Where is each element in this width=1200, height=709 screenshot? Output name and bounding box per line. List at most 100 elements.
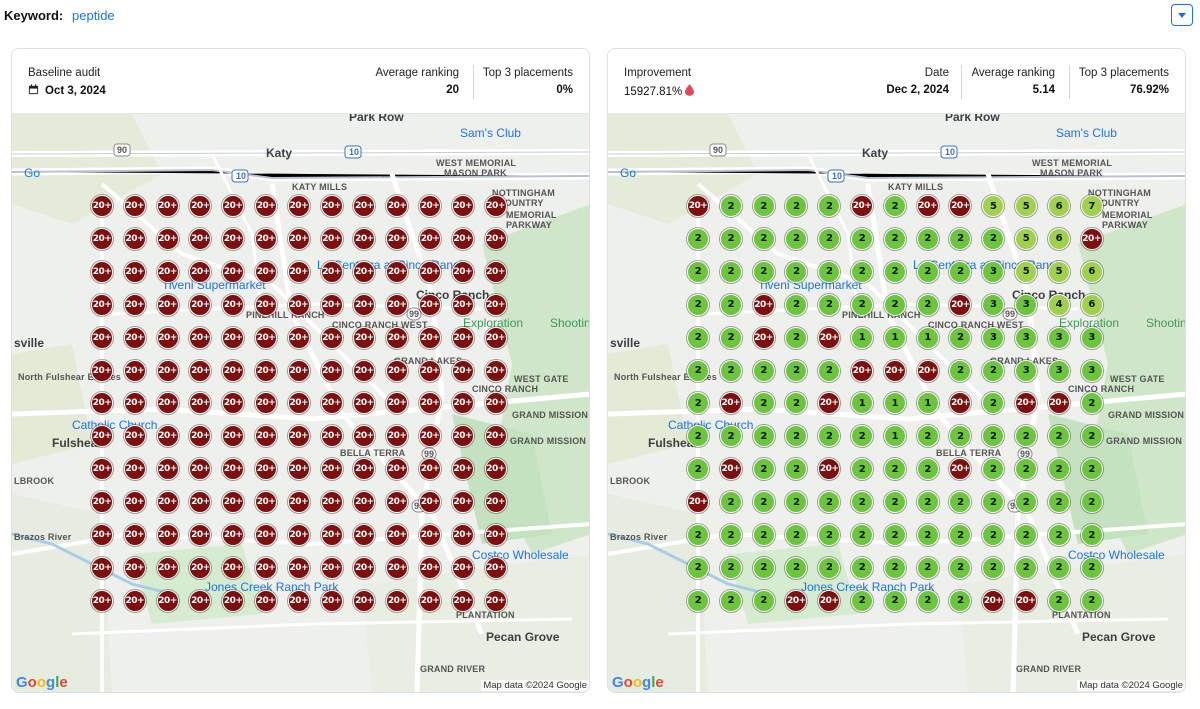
- rank-pin[interactable]: 2: [687, 556, 709, 579]
- rank-pin[interactable]: 2: [851, 260, 873, 283]
- rank-pin[interactable]: 20+: [222, 524, 245, 546]
- rank-pin[interactable]: 20+: [91, 359, 113, 382]
- rank-pin[interactable]: 20+: [287, 589, 310, 612]
- rank-pin[interactable]: 20+: [123, 260, 146, 283]
- rank-pin[interactable]: 3: [1080, 359, 1103, 382]
- rank-pin[interactable]: 20+: [156, 260, 179, 283]
- rank-pin[interactable]: 2: [851, 425, 873, 448]
- rank-pin[interactable]: 20+: [156, 556, 179, 579]
- rank-pin[interactable]: 2: [883, 589, 906, 612]
- rank-pin[interactable]: 20+: [419, 491, 441, 514]
- rank-pin[interactable]: 2: [818, 524, 841, 546]
- rank-pin[interactable]: 20+: [287, 524, 310, 546]
- rank-pin[interactable]: 2: [883, 195, 906, 217]
- rank-pin[interactable]: 20+: [419, 425, 441, 448]
- rank-pin[interactable]: 20+: [156, 425, 179, 448]
- rank-pin[interactable]: 2: [949, 491, 972, 514]
- rank-pin[interactable]: 2: [818, 491, 841, 514]
- rank-pin[interactable]: 20+: [287, 491, 310, 514]
- rank-pin[interactable]: 20+: [451, 491, 474, 514]
- rank-pin[interactable]: 2: [785, 556, 808, 579]
- rank-pin[interactable]: 2: [785, 227, 808, 250]
- rank-pin[interactable]: 2: [851, 227, 873, 250]
- rank-pin[interactable]: 2: [1080, 556, 1103, 579]
- rank-pin[interactable]: 20+: [484, 359, 507, 382]
- rank-pin[interactable]: 5: [1047, 260, 1070, 283]
- rank-pin[interactable]: 20+: [949, 195, 972, 217]
- rank-pin[interactable]: 20+: [419, 195, 441, 217]
- rank-pin[interactable]: 20+: [91, 392, 113, 415]
- rank-pin[interactable]: 6: [1080, 293, 1103, 316]
- rank-pin[interactable]: 2: [752, 524, 775, 546]
- rank-pin[interactable]: 20+: [320, 326, 343, 349]
- rank-pin[interactable]: 20+: [222, 589, 245, 612]
- rank-pin[interactable]: 20+: [320, 293, 343, 316]
- rank-pin[interactable]: 2: [752, 227, 775, 250]
- rank-pin[interactable]: 2: [752, 589, 775, 612]
- rank-pin[interactable]: 20+: [156, 589, 179, 612]
- rank-pin[interactable]: 20+: [123, 589, 146, 612]
- rank-pin[interactable]: 20+: [752, 293, 775, 316]
- rank-pin[interactable]: 20+: [287, 326, 310, 349]
- rank-pin[interactable]: 1: [916, 392, 939, 415]
- rank-pin[interactable]: 2: [785, 359, 808, 382]
- rank-pin[interactable]: 2: [883, 227, 906, 250]
- rank-pin[interactable]: 20+: [419, 293, 441, 316]
- rank-pin[interactable]: 20+: [320, 524, 343, 546]
- rank-pin[interactable]: 20+: [419, 458, 441, 481]
- rank-pin[interactable]: 2: [752, 260, 775, 283]
- rank-pin[interactable]: 20+: [287, 392, 310, 415]
- rank-pin[interactable]: 20+: [320, 491, 343, 514]
- rank-pin[interactable]: 20+: [386, 260, 409, 283]
- rank-pin[interactable]: 2: [1015, 458, 1037, 481]
- rank-pin[interactable]: 20+: [818, 392, 841, 415]
- rank-pin[interactable]: 20+: [353, 556, 376, 579]
- rank-pin[interactable]: 20+: [255, 491, 277, 514]
- rank-pin[interactable]: 20+: [353, 458, 376, 481]
- rank-pin[interactable]: 20+: [353, 293, 376, 316]
- keyword-value[interactable]: peptide: [72, 8, 115, 23]
- rank-pin[interactable]: 2: [982, 392, 1005, 415]
- rank-pin[interactable]: 20+: [451, 589, 474, 612]
- rank-pin[interactable]: 20+: [222, 260, 245, 283]
- rank-pin[interactable]: 20+: [91, 491, 113, 514]
- rank-pin[interactable]: 2: [949, 359, 972, 382]
- rank-pin[interactable]: 3: [1015, 293, 1037, 316]
- rank-pin[interactable]: 20+: [451, 425, 474, 448]
- rank-pin[interactable]: 20+: [91, 260, 113, 283]
- rank-pin[interactable]: 20+: [156, 524, 179, 546]
- rank-pin[interactable]: 2: [687, 260, 709, 283]
- rank-pin[interactable]: 20+: [222, 227, 245, 250]
- rank-pin[interactable]: 20+: [123, 195, 146, 217]
- rank-pin[interactable]: 20+: [451, 392, 474, 415]
- rank-pin[interactable]: 20+: [451, 227, 474, 250]
- rank-pin[interactable]: 7: [1080, 195, 1103, 217]
- rank-pin[interactable]: 20+: [818, 589, 841, 612]
- rank-pin[interactable]: 2: [1047, 425, 1070, 448]
- rank-pin[interactable]: 5: [1015, 195, 1037, 217]
- rank-pin[interactable]: 2: [982, 524, 1005, 546]
- rank-pin[interactable]: 20+: [156, 293, 179, 316]
- rank-pin[interactable]: 20+: [222, 195, 245, 217]
- rank-pin[interactable]: 2: [883, 524, 906, 546]
- rank-pin[interactable]: 20+: [386, 293, 409, 316]
- rank-pin[interactable]: 20+: [386, 556, 409, 579]
- rank-pin[interactable]: 20+: [851, 359, 873, 382]
- rank-pin[interactable]: 20+: [353, 491, 376, 514]
- rank-pin[interactable]: 20+: [255, 392, 277, 415]
- rank-pin[interactable]: 20+: [419, 326, 441, 349]
- rank-pin[interactable]: 20+: [156, 227, 179, 250]
- rank-pin[interactable]: 20+: [189, 458, 212, 481]
- rank-pin[interactable]: 20+: [484, 195, 507, 217]
- rank-pin[interactable]: 6: [1047, 195, 1070, 217]
- rank-pin[interactable]: 20+: [287, 556, 310, 579]
- rank-pin[interactable]: 20+: [123, 524, 146, 546]
- rank-pin[interactable]: 20+: [386, 227, 409, 250]
- rank-pin[interactable]: 2: [752, 359, 775, 382]
- rank-pin[interactable]: 20+: [255, 556, 277, 579]
- rank-pin[interactable]: 20+: [255, 359, 277, 382]
- rank-pin[interactable]: 20+: [386, 524, 409, 546]
- rank-pin[interactable]: 20+: [91, 293, 113, 316]
- rank-pin[interactable]: 20+: [1080, 227, 1103, 250]
